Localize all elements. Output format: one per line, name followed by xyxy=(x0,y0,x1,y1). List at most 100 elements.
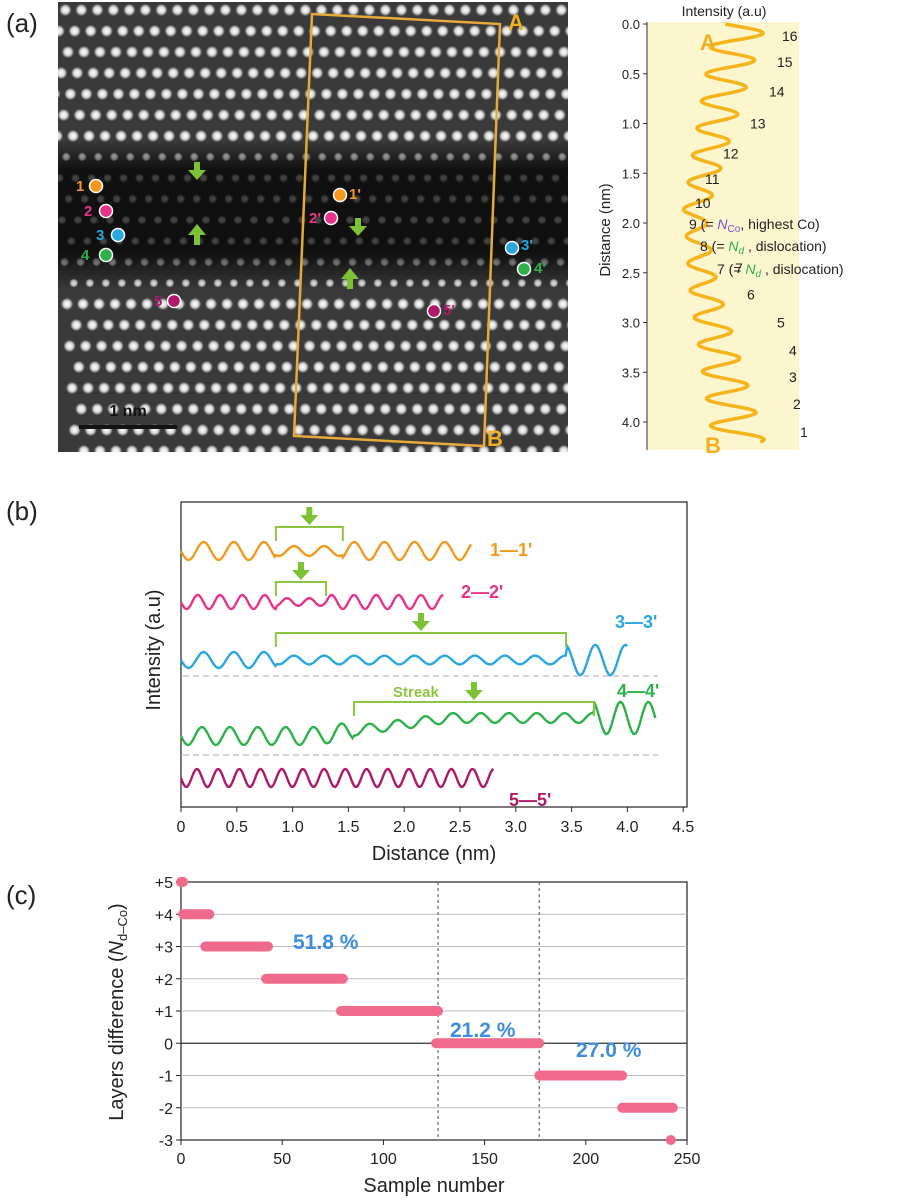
atom-column xyxy=(529,381,543,395)
atom-column xyxy=(482,129,496,143)
peak-label: 15 xyxy=(777,54,793,70)
box-label-bottom: B xyxy=(487,426,503,451)
atom-column xyxy=(113,381,127,395)
atom-column xyxy=(304,87,317,101)
atom-column xyxy=(178,129,192,143)
atom-column xyxy=(235,3,248,17)
atom-column xyxy=(523,402,536,416)
atom-column xyxy=(409,108,422,122)
scale-bar xyxy=(79,425,177,429)
atom-column xyxy=(295,66,308,80)
atom-column xyxy=(551,66,564,80)
peak-9-annotation: 9 (= NCo, highest Co) xyxy=(689,216,820,235)
plot-b-tick-label: 4.0 xyxy=(616,819,638,836)
atom-column xyxy=(550,318,563,332)
atom-column xyxy=(333,45,347,59)
atom-column xyxy=(91,402,104,416)
peak-9-sub: Co xyxy=(728,224,741,235)
profile-tick-label: 2.0 xyxy=(622,216,640,231)
atom-column xyxy=(347,3,360,17)
atom-column xyxy=(118,318,131,332)
series-label: 2—2' xyxy=(461,582,503,602)
atom-column xyxy=(524,297,538,311)
atom-column xyxy=(203,402,216,416)
plot-b-tick-label: 0.5 xyxy=(226,819,248,836)
atom-column xyxy=(216,360,229,374)
plot-c-ytick-label: +5 xyxy=(155,875,173,892)
atom-column xyxy=(173,444,187,452)
atom-column xyxy=(420,423,433,437)
atom-column xyxy=(128,87,141,101)
atom-column xyxy=(397,45,411,59)
atom-column xyxy=(327,66,340,80)
atom-column xyxy=(103,66,116,80)
atom-column xyxy=(194,129,208,143)
atom-column xyxy=(495,339,508,353)
atom-column xyxy=(180,423,193,437)
atom-column xyxy=(572,257,581,266)
atom-column xyxy=(484,24,497,38)
atom-column xyxy=(452,423,465,437)
peak-label: 7 xyxy=(735,260,743,276)
atom-column xyxy=(143,339,156,353)
atom-column xyxy=(455,66,468,80)
atom-column xyxy=(184,360,197,374)
atom-column xyxy=(116,24,129,38)
atom-column xyxy=(539,402,552,416)
atom-column xyxy=(214,318,227,332)
atom-column xyxy=(548,423,561,437)
arrow-down-icon xyxy=(188,162,206,180)
atom-column xyxy=(557,45,568,59)
atom-column xyxy=(187,3,200,17)
plot-b-tick-label: 2.0 xyxy=(393,819,415,836)
atom-column xyxy=(107,402,120,416)
peak-label: 4 xyxy=(789,342,797,358)
atom-column xyxy=(84,24,97,38)
position-marker xyxy=(98,203,114,219)
atom-column xyxy=(288,87,301,101)
atom-column xyxy=(349,444,363,452)
profile-line xyxy=(681,22,766,444)
atom-column xyxy=(212,24,225,38)
atom-column xyxy=(285,45,299,59)
atom-column xyxy=(114,129,128,143)
atom-column xyxy=(140,297,154,311)
atom-column xyxy=(271,339,284,353)
atom-column xyxy=(233,108,246,122)
atom-column xyxy=(201,108,214,122)
atom-column xyxy=(352,87,365,101)
peak-label: 10 xyxy=(695,195,711,211)
atom-column xyxy=(75,3,88,17)
dark-band xyxy=(58,140,568,290)
atom-column xyxy=(260,423,273,437)
atom-column xyxy=(159,339,172,353)
atom-column xyxy=(520,360,533,374)
atom-column xyxy=(255,339,268,353)
atom-column xyxy=(157,444,171,452)
atom-column xyxy=(368,87,381,101)
atom-column xyxy=(283,402,296,416)
atom-column xyxy=(585,361,597,373)
atom-column xyxy=(189,45,203,59)
atom-column xyxy=(521,108,534,122)
atom-column xyxy=(280,360,293,374)
atom-column xyxy=(120,360,133,374)
plot-c-ylabel-post: ) xyxy=(106,903,128,910)
atom-column xyxy=(476,297,490,311)
atom-column xyxy=(365,444,379,452)
plot-c-ylabel-pre: Layers difference ( xyxy=(106,955,128,1121)
atom-column xyxy=(370,129,384,143)
atom-column xyxy=(193,381,207,395)
plot-b-ylabel: Intensity (a.u) xyxy=(143,589,165,710)
atom-column xyxy=(505,108,518,122)
atom-column xyxy=(536,360,549,374)
atom-column xyxy=(319,339,332,353)
atom-column xyxy=(231,66,244,80)
atom-column xyxy=(576,194,585,203)
atom-column xyxy=(130,129,144,143)
atom-column xyxy=(224,87,237,101)
profile-tick-label: 0.5 xyxy=(622,67,640,82)
profile-tick-label: 3.5 xyxy=(622,365,640,380)
atom-column xyxy=(157,45,171,59)
atom-column xyxy=(217,108,230,122)
